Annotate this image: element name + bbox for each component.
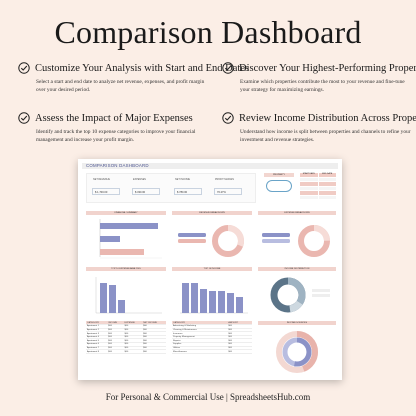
income-table: CATEGORY INCOME EXPENSE NET INCOME Apart… [86,321,166,354]
kpi-value: $ 330.00 [132,188,160,195]
income-distribution-chart [270,277,330,313]
check-circle-icon [18,62,30,74]
kpi-label: EXPENSES [133,178,146,181]
top-income-chart [180,283,248,314]
feature-desc: Examine which properties contribute the … [240,79,405,93]
table-row: Apartment 1 $00 $00 $00 [86,324,166,329]
feature-desc: Identify and track the top 10 expense ca… [36,129,196,143]
check-circle-icon [222,62,234,74]
table-row: Apartment 5 $00 $00 $00 [86,338,166,344]
dashboard-title: COMPARISON DASHBOARD [86,163,149,168]
footer: For Personal & Commercial Use | Spreadsh… [105,392,311,402]
property-dropdown[interactable] [266,180,292,192]
bar-expenses [100,236,120,242]
table-row: Apartment 2 $00 $00 $00 [86,328,166,333]
table-header: NET INCOME [142,321,166,326]
end-date-input[interactable] [318,177,336,181]
check-circle-icon [222,112,234,124]
bar-revenue [100,223,158,229]
section-title: TOP 10 EXPENSE ANALYSIS [86,267,166,271]
section-title: EXPENSE BREAKDOWN [258,211,336,215]
table-row: Insurance $00 [172,331,252,336]
kpi-panel: NET REVENUE EXPENSES NET INCOME PROFIT M… [86,173,256,203]
kpi-value: 70.27% [214,188,242,195]
section-title: FINANCIAL SUMMARY [86,211,166,215]
table-header: INCOME [107,321,124,326]
feature-heading: Discover Your Highest-Performing Propert… [239,62,416,74]
table-row: Property Management $00 [172,335,252,340]
table-row: Apartment 8 $00 $00 $00 [86,349,166,354]
kpi-value: $ 780.00 [174,188,202,195]
sheet-header-bar [82,163,338,169]
table-header: CATEGORY [86,321,108,326]
income-sources-chart [276,331,318,373]
expense-breakdown-chart [262,225,330,257]
dashboard-preview: COMPARISON DASHBOARD NET REVENUE EXPENSE… [78,159,342,380]
start-date-input[interactable] [300,177,318,181]
table-row: Advertising & Marketing $00 [172,324,252,329]
section-title: TOP 10 INCOME [172,267,252,271]
check-circle-icon [18,112,30,124]
table-header: CATEGORY [172,321,228,326]
page-title: Comparison Dashboard [54,14,362,50]
feature-heading: Customize Your Analysis with Start and E… [35,62,250,74]
feature-desc: Understand how income is split between p… [240,129,411,143]
table-row: Apartment 7 $00 $00 $00 [86,346,166,351]
date-range-table: START DATE END DATE [300,173,336,200]
table-row: Apartment 3 $00 $00 $00 [86,331,166,336]
feature-date-range: Customize Your Analysis with Start and E… [18,62,249,94]
feature-expenses: Assess the Impact of Major Expenses Iden… [18,112,208,144]
table-row: Apartment 4 $00 $00 $00 [86,335,166,340]
feature-heading: Review Income Distribution Across Proper… [239,112,416,124]
top-expenses-chart [95,277,162,314]
kpi-label: NET INCOME [175,178,190,181]
table-header: AMOUNT [227,321,252,326]
table-row: Utilities $00 [172,346,252,351]
table-row: Miscellaneous $00 [172,349,252,354]
section-title: REVENUE BREAKDOWN [172,211,252,215]
table-row: Apartment 6 $00 $00 $00 [86,342,166,347]
financial-summary-chart [99,219,162,259]
end-date-header: END DATE [318,173,336,177]
feature-heading: Assess the Impact of Major Expenses [35,112,193,124]
table-row: Supplies $00 [172,342,252,347]
start-date-header: START DATE [300,173,318,177]
feature-income-distribution: Review Income Distribution Across Proper… [222,112,416,144]
section-title: INCOME SOURCES [258,321,336,325]
table-row: Cleaning & Maintenance $00 [172,328,252,333]
feature-top-properties: Discover Your Highest-Performing Propert… [222,62,416,94]
property-selector[interactable]: PROPERTY [264,173,294,197]
revenue-breakdown-chart [178,225,244,257]
section-title: INCOME DISTRIBUTION [258,267,336,271]
table-row: Repairs $00 [172,338,252,344]
bar-net-income [100,249,144,255]
table-header: EXPENSE [123,321,143,326]
expense-table: CATEGORY AMOUNT Advertising & Marketing $… [172,321,252,354]
feature-desc: Select a start and end date to analyze n… [36,79,205,93]
kpi-label: NET REVENUE [93,178,110,181]
property-label: PROPERTY [264,173,294,177]
kpi-label: PROFIT MARGIN [215,178,234,181]
kpi-value: $ 1,700.00 [92,188,120,195]
